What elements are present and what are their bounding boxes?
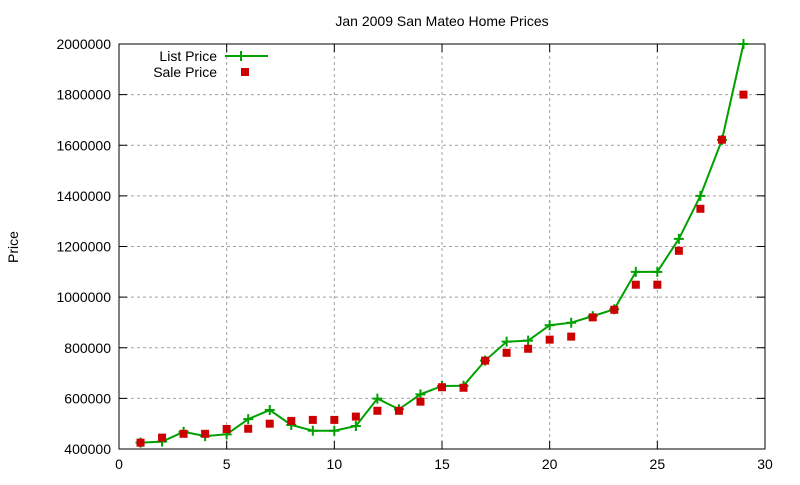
sale-price-point: [308, 415, 317, 424]
sale-price-point: [567, 332, 576, 341]
legend: List Price Sale Price: [153, 48, 268, 80]
sale-price-point: [545, 335, 554, 344]
legend-marker-sale-price: [241, 68, 249, 76]
list-price-point: [307, 425, 318, 436]
list-price-point: [501, 336, 512, 347]
y-tick-label: 1200000: [56, 239, 111, 255]
sale-price-point: [158, 433, 167, 442]
list-price-point: [738, 39, 749, 49]
sale-price-point: [502, 348, 511, 357]
sale-price-point: [136, 438, 145, 447]
sale-price-point: [222, 425, 231, 434]
y-tick-label: 1600000: [56, 137, 111, 153]
sale-price-point: [287, 416, 296, 425]
sale-price-point: [201, 429, 210, 438]
list-price-point: [630, 266, 641, 277]
x-tick-label: 30: [757, 456, 773, 472]
list-price-point: [695, 190, 706, 201]
sale-price-point: [265, 419, 274, 428]
legend-marker-list-price: [236, 51, 246, 61]
list-price-point: [350, 420, 361, 431]
sale-price-point: [481, 356, 490, 365]
sale-price-point: [696, 204, 705, 213]
list-price-point: [652, 266, 663, 277]
sale-price-point: [653, 280, 662, 289]
list-price-point: [523, 335, 534, 346]
y-tick-label: 1800000: [56, 87, 111, 103]
list-price-point: [673, 233, 684, 244]
series-layer: [135, 39, 749, 448]
sale-price-point: [524, 344, 533, 353]
list-price-point: [544, 320, 555, 331]
x-tick-label: 25: [650, 456, 666, 472]
sale-price-point: [610, 305, 619, 314]
sale-price-point: [739, 90, 748, 99]
y-tick-label: 600000: [64, 390, 111, 406]
x-tick-label: 0: [115, 456, 123, 472]
y-tick-label: 800000: [64, 340, 111, 356]
sale-price-point: [438, 383, 446, 392]
sale-price-point: [588, 313, 597, 322]
list-price-point: [372, 393, 383, 404]
list-price-point: [566, 317, 577, 328]
sale-price-point: [351, 412, 360, 421]
chart-title: Jan 2009 San Mateo Home Prices: [335, 13, 548, 29]
y-axis-label: Price: [5, 231, 21, 263]
sale-price-point: [674, 246, 683, 255]
y-tick-label: 2000000: [56, 36, 111, 52]
x-tick-label: 15: [434, 456, 450, 472]
list-price-point: [415, 389, 426, 400]
list-price-point: [264, 405, 275, 416]
y-tick-label: 400000: [64, 441, 111, 457]
sale-price-point: [416, 397, 425, 406]
x-tick-label: 5: [223, 456, 231, 472]
sale-price-point: [394, 406, 403, 415]
sale-price-point: [717, 135, 726, 144]
y-tick-label: 1400000: [56, 188, 111, 204]
sale-price-point: [179, 429, 188, 438]
sale-price-point: [244, 424, 253, 433]
list-price-point: [329, 425, 340, 436]
sale-price-point: [330, 415, 339, 424]
legend-label-sale-price: Sale Price: [153, 64, 217, 80]
legend-label-list-price: List Price: [159, 48, 217, 64]
sale-price-point: [373, 406, 382, 415]
list-price-point: [243, 414, 254, 425]
sale-price-point: [459, 383, 468, 392]
sale-price-point: [631, 280, 640, 289]
y-tick-label: 1000000: [56, 289, 111, 305]
x-tick-label: 20: [542, 456, 558, 472]
x-tick-label: 10: [327, 456, 343, 472]
axis-ticks: 0 5 10 15 20 25 30 400000 600000 800000 1000000 120…: [56, 36, 773, 472]
